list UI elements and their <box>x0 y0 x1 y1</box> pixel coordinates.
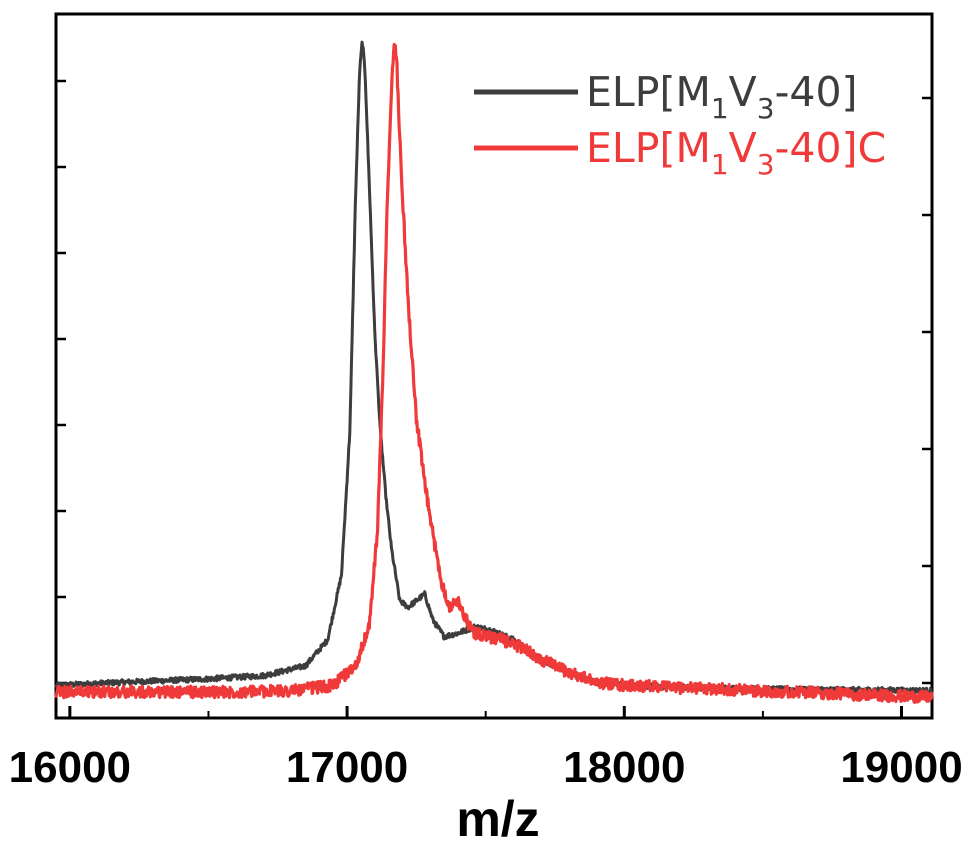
x-tick-label: 17000 <box>286 743 408 792</box>
x-tick-labels: 16000 17000 18000 19000 <box>9 743 963 792</box>
x-tick-label: 19000 <box>840 743 962 792</box>
plot-frame <box>54 12 934 720</box>
series-line <box>54 42 934 705</box>
legend-label: ELP[M1V3-40] <box>586 68 858 125</box>
x-axis-title: m/z <box>456 791 539 845</box>
legend: ELP[M1V3-40]ELP[M1V3-40]C <box>474 68 886 181</box>
series-group <box>54 40 934 705</box>
axis-ticks <box>56 79 932 718</box>
legend-label: ELP[M1V3-40]C <box>586 124 886 181</box>
x-tick-label: 16000 <box>9 743 131 792</box>
x-tick-label: 18000 <box>563 743 685 792</box>
